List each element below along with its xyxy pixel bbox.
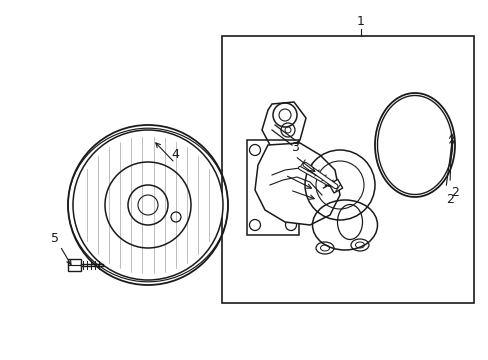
Polygon shape	[254, 143, 339, 225]
Text: 1: 1	[356, 15, 364, 28]
Circle shape	[128, 185, 168, 225]
Text: 2: 2	[445, 193, 453, 207]
Circle shape	[73, 130, 223, 280]
Bar	[328, 179, 342, 193]
Circle shape	[171, 212, 181, 222]
Bar	[246, 140, 298, 235]
Bar	[68, 259, 81, 271]
Text: 3: 3	[290, 141, 298, 154]
Text: 5: 5	[51, 231, 59, 244]
Bar	[222, 36, 473, 303]
Text: 4: 4	[171, 148, 179, 162]
Text: 2: 2	[450, 186, 458, 199]
